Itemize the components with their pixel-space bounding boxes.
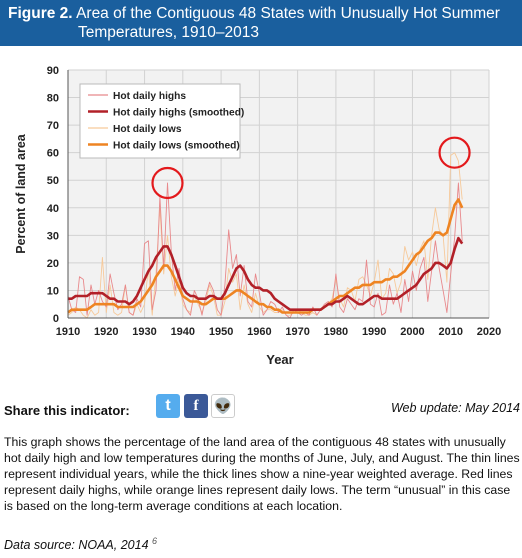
footnote-link[interactable]: 6 bbox=[152, 536, 158, 546]
highlight-circle bbox=[438, 136, 471, 169]
series-layer bbox=[67, 152, 464, 319]
legend: Hot daily highs Hot daily highs (smoothed… bbox=[79, 83, 244, 159]
data-source-text: Data source: NOAA, 2014 bbox=[4, 538, 149, 553]
web-update: Web update: May 2014 bbox=[390, 401, 520, 415]
y-tick-label: 40 bbox=[47, 203, 59, 215]
share-row: Share this indicator: t f 👽 Web update: … bbox=[4, 394, 520, 420]
x-tick-label: 1990 bbox=[362, 326, 386, 338]
x-tick-label: 2000 bbox=[400, 326, 424, 338]
y-axis-title: Percent of land area bbox=[14, 133, 28, 254]
figure-number: Figure 2. bbox=[8, 5, 73, 22]
reddit-icon[interactable]: 👽 bbox=[211, 394, 235, 418]
series-line-hot-daily-highs bbox=[67, 182, 463, 319]
y-tick-label: 30 bbox=[47, 230, 59, 242]
description-text: This graph shows the percentage of the l… bbox=[4, 435, 520, 513]
y-tick-label: 50 bbox=[47, 175, 59, 187]
legend-entry: Hot daily highs bbox=[113, 91, 186, 102]
x-tick-label: 1970 bbox=[285, 326, 309, 338]
legend-entry: Hot daily lows (smoothed) bbox=[113, 141, 240, 152]
y-tick-label: 60 bbox=[47, 148, 59, 160]
series-line-hot-daily-highs-smoothed bbox=[68, 236, 464, 312]
figure-title-line2: Temperatures, 1910–2013 bbox=[78, 24, 259, 41]
y-tick-label: 0 bbox=[53, 313, 59, 325]
line-chart: 0 10 20 30 40 50 60 70 80 90 1910 1920 1930 1940 1950 1… bbox=[14, 65, 501, 367]
x-tick-label: 1960 bbox=[247, 326, 271, 338]
x-tick-label: 1920 bbox=[94, 326, 118, 338]
data-source: Data source: NOAA, 2014 6 bbox=[4, 536, 157, 552]
x-tick-label: 2010 bbox=[438, 326, 462, 338]
y-tick-label: 20 bbox=[47, 258, 59, 270]
figure-header: Figure 2. Area of the Contiguous 48 Stat… bbox=[0, 0, 522, 46]
twitter-icon[interactable]: t bbox=[156, 394, 180, 418]
x-tick-label: 1930 bbox=[132, 326, 156, 338]
x-tick-label: 1980 bbox=[324, 326, 348, 338]
x-tick-label: 1950 bbox=[209, 326, 233, 338]
y-tick-label: 70 bbox=[47, 120, 59, 132]
axes: 0 10 20 30 40 50 60 70 80 90 1910 1920 1930 1940 1950 1… bbox=[47, 65, 501, 338]
legend-entry: Hot daily lows bbox=[113, 124, 182, 135]
figure-title-line1: Figure 2. Area of the Contiguous 48 Stat… bbox=[8, 4, 514, 23]
chart-container: 0 10 20 30 40 50 60 70 80 90 1910 1920 1930 1940 1950 1… bbox=[0, 46, 522, 381]
share-label: Share this indicator: bbox=[4, 403, 130, 418]
y-tick-label: 90 bbox=[47, 65, 59, 77]
x-tick-label: 2020 bbox=[477, 326, 501, 338]
y-tick-label: 80 bbox=[47, 93, 59, 105]
x-tick-label: 1940 bbox=[171, 326, 195, 338]
y-tick-label: 10 bbox=[47, 285, 59, 297]
x-axis-title: Year bbox=[266, 352, 293, 367]
figure-title: Area of the Contiguous 48 States with Un… bbox=[76, 5, 500, 22]
facebook-icon[interactable]: f bbox=[184, 394, 208, 418]
legend-entry: Hot daily highs (smoothed) bbox=[113, 108, 244, 119]
series-line-hot-daily-lows-smoothed bbox=[67, 198, 464, 314]
highlight-circles bbox=[151, 136, 471, 200]
highlight-circle bbox=[151, 166, 184, 200]
x-tick-label: 1910 bbox=[56, 326, 80, 338]
